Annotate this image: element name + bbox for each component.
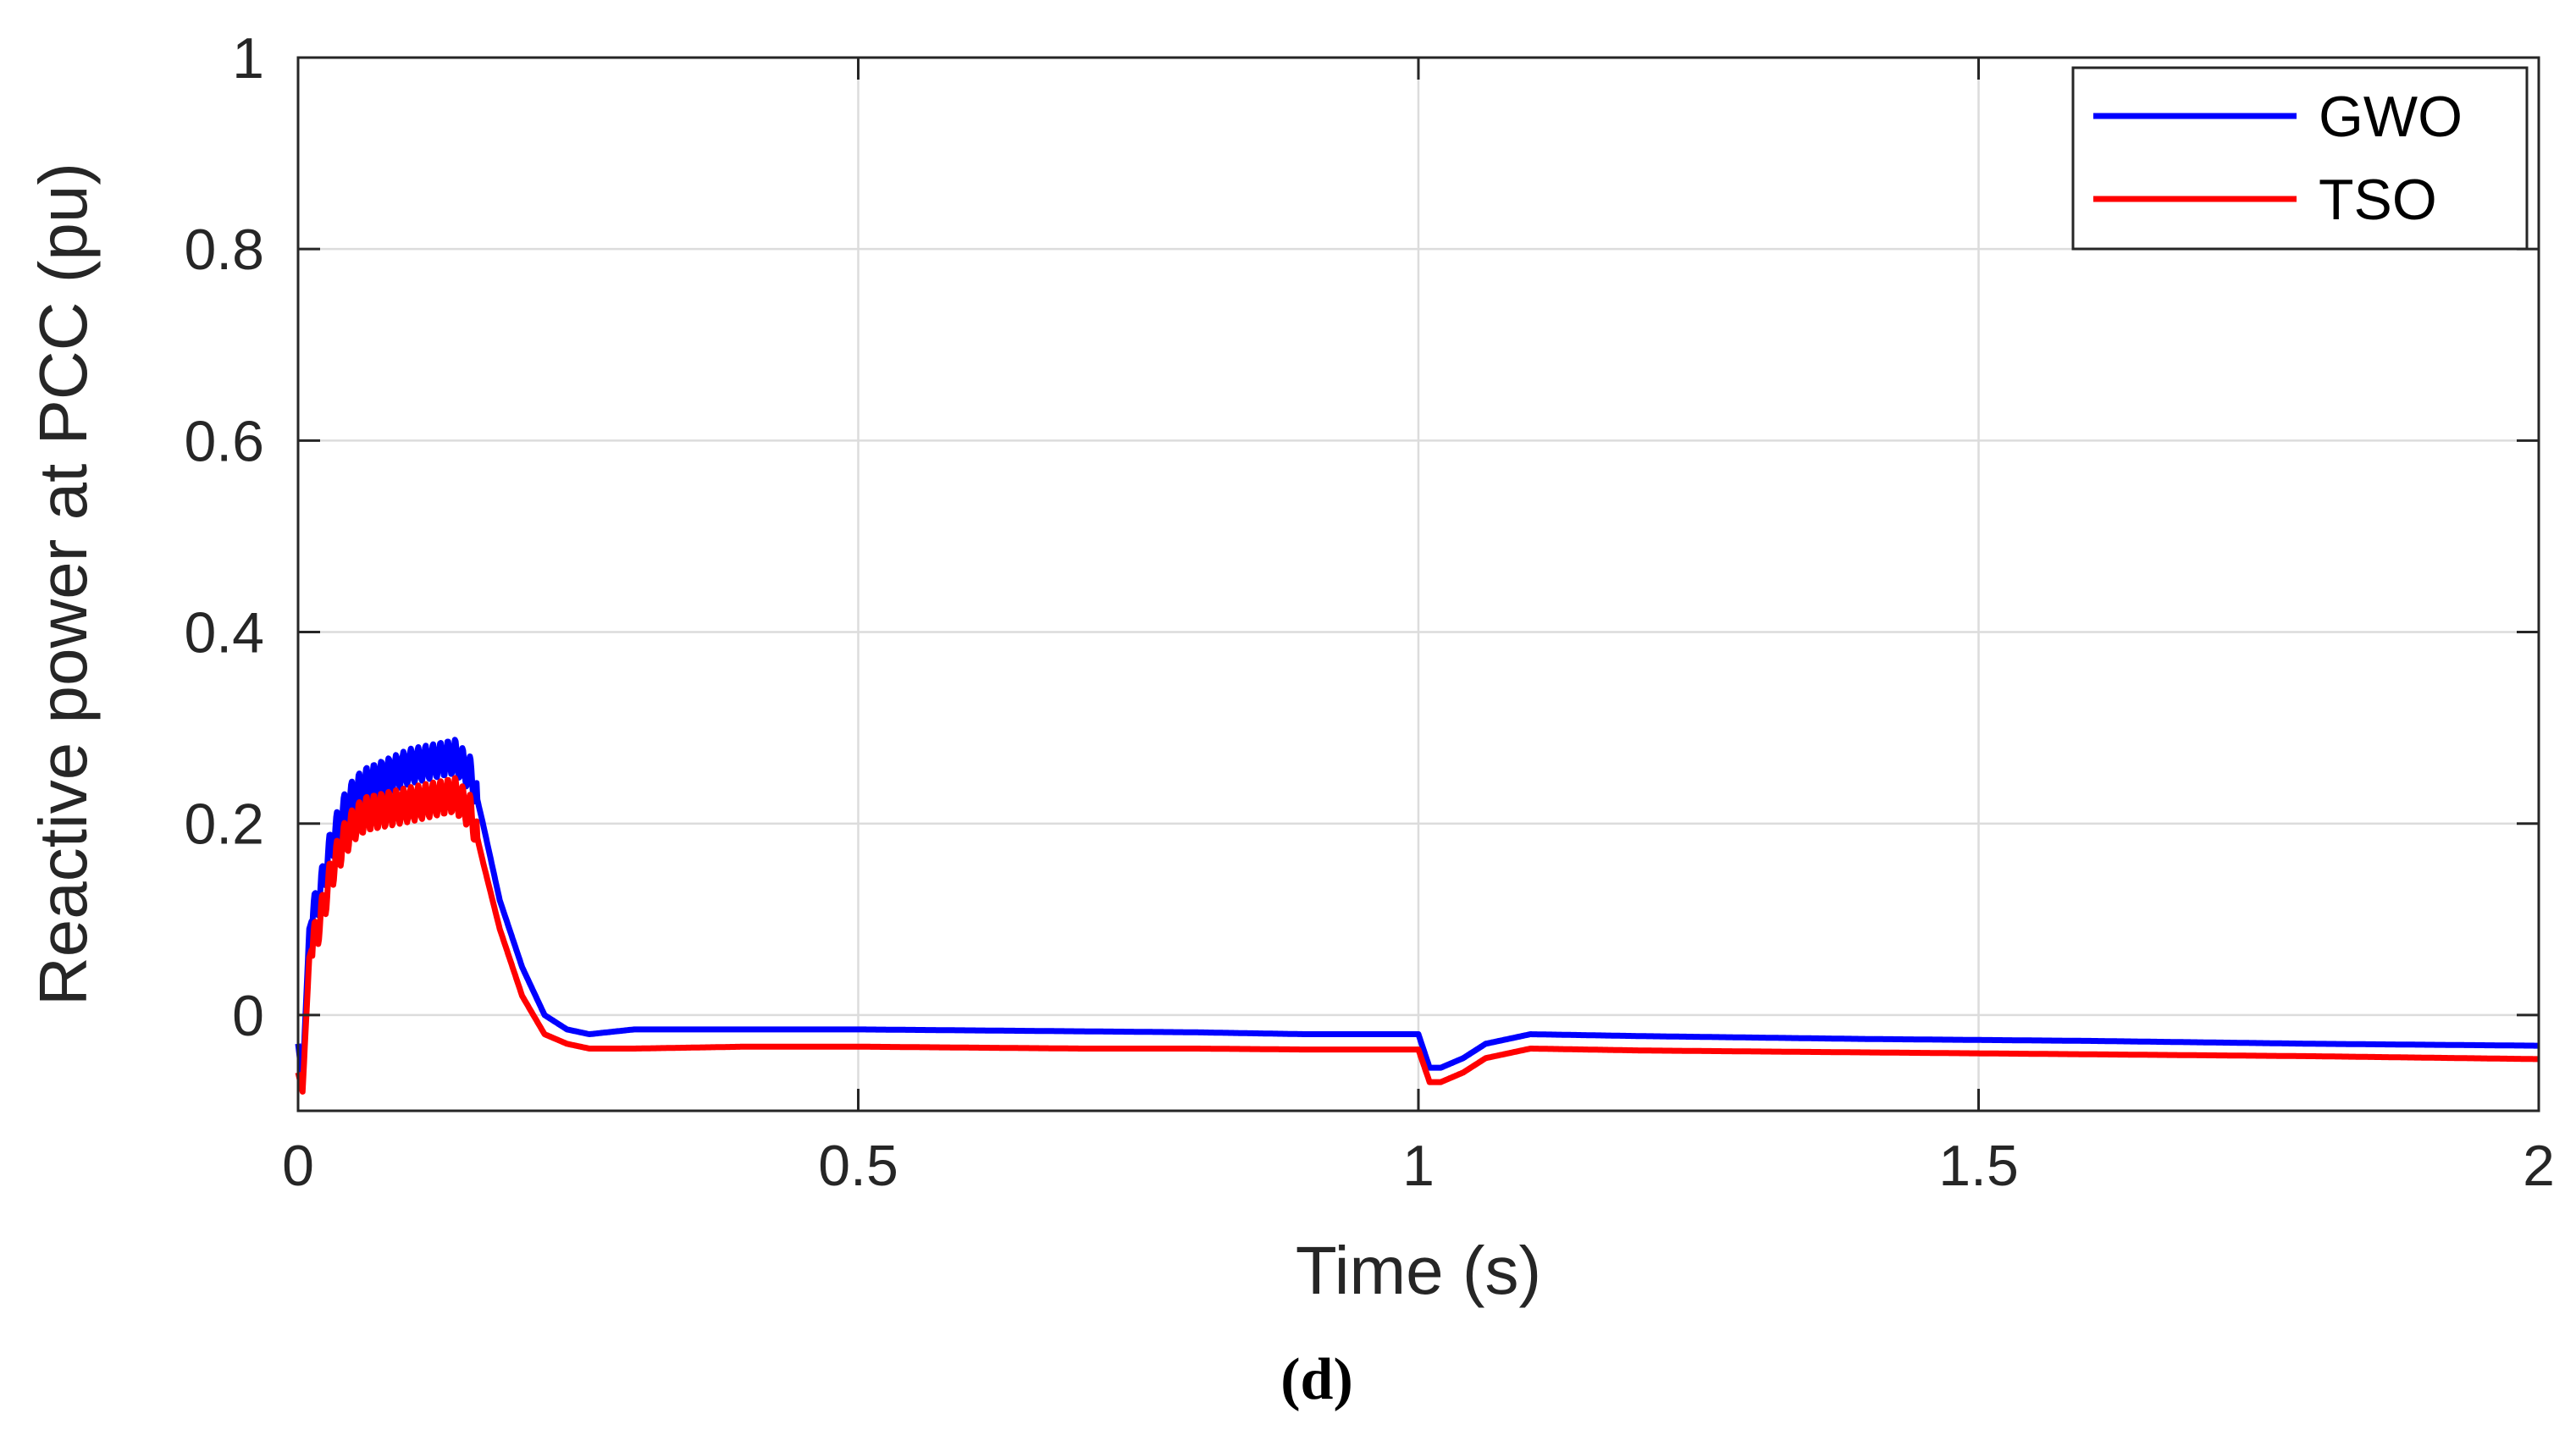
- series-line-gwo: [295, 737, 2541, 1085]
- legend-label-gwo: GWO: [2319, 85, 2463, 149]
- x-tick-label: 2: [2523, 1134, 2555, 1198]
- y-tick-label: 0.8: [184, 218, 264, 282]
- legend-label-tso: TSO: [2319, 168, 2437, 232]
- x-axis-label: Time (s): [1296, 1233, 1541, 1308]
- ticks-group: 0 0.5 1 1.5 2 0 0.2 0.4 0.6 0.8 1: [184, 26, 2554, 1198]
- x-tick-label: 1: [1402, 1134, 1434, 1198]
- y-tick-label: 0: [232, 984, 264, 1048]
- legend: GWO TSO: [2071, 66, 2529, 251]
- y-axis-label: Reactive power at PCC (pu): [25, 163, 101, 1006]
- series-group: [295, 737, 2541, 1095]
- y-tick-label: 1: [232, 26, 264, 91]
- x-tick-label: 1.5: [1938, 1134, 2019, 1198]
- legend-box: [2071, 66, 2529, 251]
- series-line-tso: [295, 775, 2541, 1095]
- x-tick-label: 0.5: [818, 1134, 898, 1198]
- y-tick-label: 0.6: [184, 409, 264, 473]
- y-tick-label: 0.4: [184, 601, 264, 665]
- y-tick-label: 0.2: [184, 792, 264, 857]
- figure-caption: (d): [1280, 1347, 1353, 1412]
- x-tick-label: 0: [282, 1134, 314, 1198]
